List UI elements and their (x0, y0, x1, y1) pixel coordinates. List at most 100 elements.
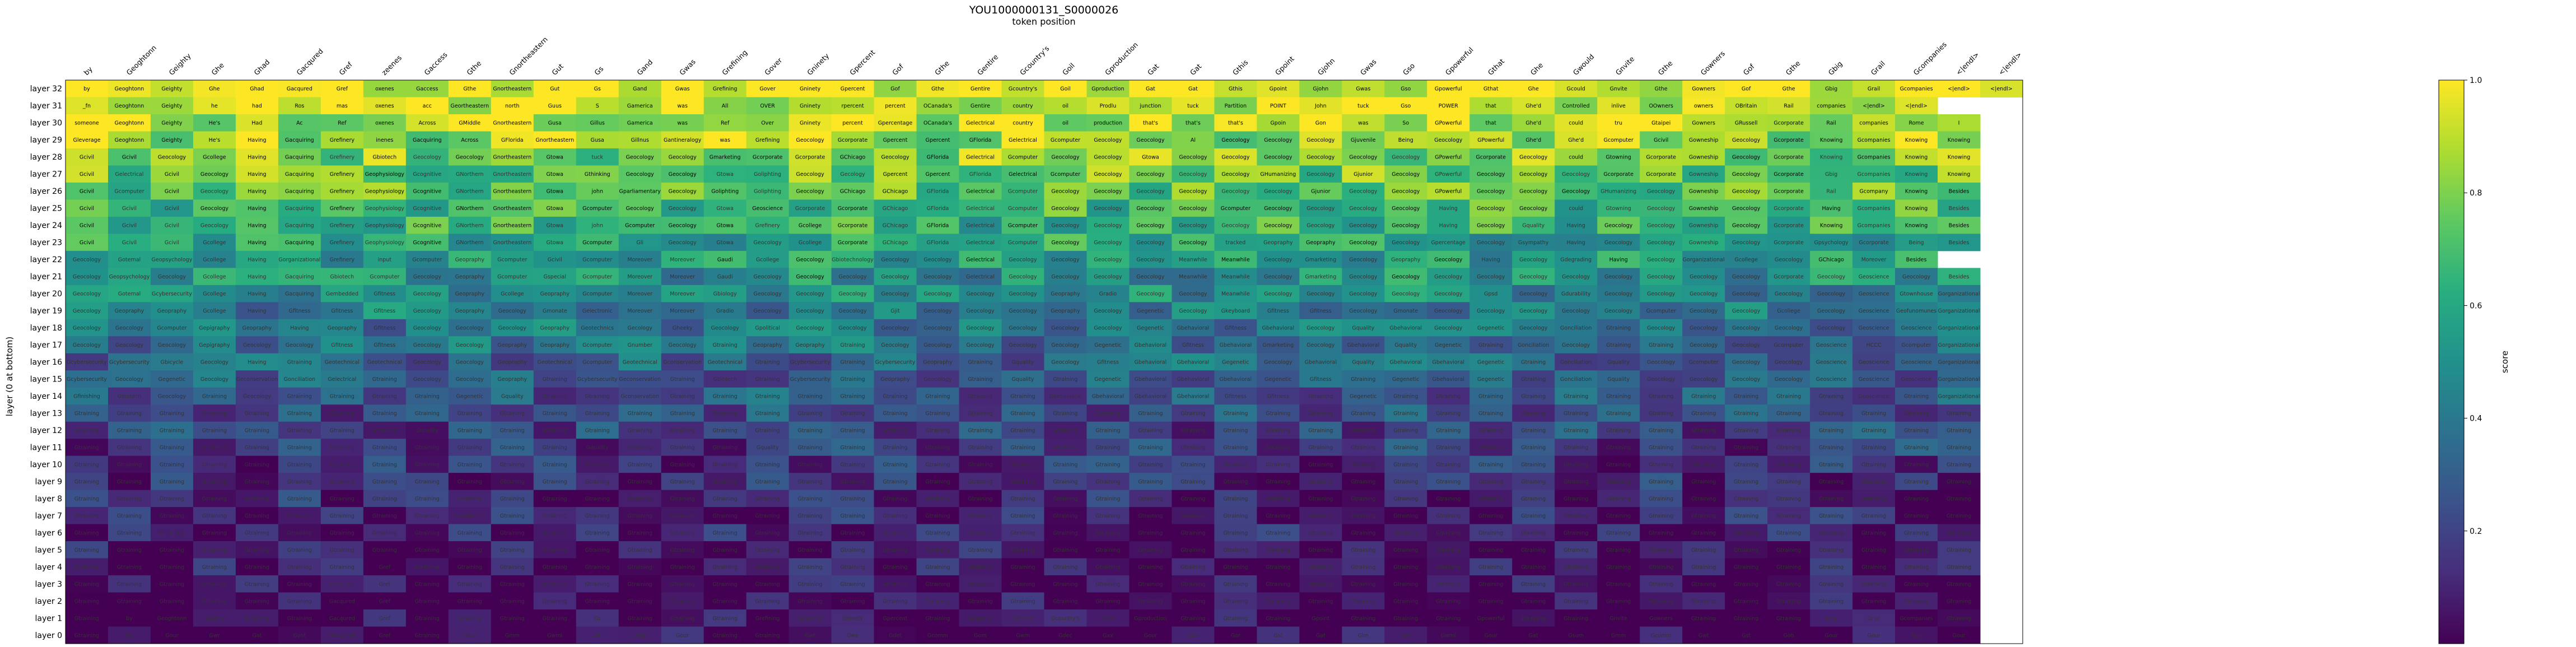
heatmap-cell (491, 250, 534, 268)
cell-label: Gtraining (202, 427, 227, 434)
cell-label: Geocology (1647, 325, 1676, 332)
heatmap-cell (533, 199, 577, 217)
heatmap-cell (1597, 182, 1640, 200)
heatmap-cell (703, 250, 747, 268)
heatmap-cell (1469, 268, 1513, 286)
heatmap-cell (1044, 199, 1087, 217)
cell-label: Besides (1949, 206, 1970, 212)
cell-label: Gtraining (755, 479, 780, 485)
heatmap-cell (1512, 387, 1555, 405)
cell-label: Gtraining (1095, 547, 1120, 553)
cell-label: Being (1909, 240, 1924, 246)
heatmap-cell (1086, 353, 1130, 371)
cell-label: Gsympathy (1518, 240, 1549, 246)
heatmap-cell (1172, 439, 1215, 457)
cell-label: Gtraining (245, 513, 269, 519)
cell-label: Gtraining (798, 427, 823, 434)
cell-label: Gtraining (1478, 564, 1503, 570)
heatmap-cell (1725, 439, 1768, 457)
heatmap-cell (108, 439, 151, 457)
heatmap-cell (1214, 250, 1257, 268)
cell-label: Having (1567, 240, 1585, 246)
heatmap-cell (874, 302, 917, 320)
cell-label: Geocology (1732, 291, 1761, 297)
cell-label: Gtraining (1180, 513, 1205, 519)
colorbar: 0.20.40.60.81.0 score (2438, 76, 2510, 644)
cell-label: Gtraining (74, 598, 99, 604)
heatmap-cell (1767, 302, 1810, 320)
cell-label: Gnortheastern (493, 240, 531, 246)
column-label: Grail (1869, 59, 1887, 77)
cell-label: Having (248, 291, 266, 297)
heatmap-cell (1384, 370, 1427, 388)
cell-label: Geocology (115, 342, 144, 348)
cell-label: Gtraining (1904, 564, 1929, 570)
cell-label: Geopsychology (109, 274, 150, 280)
cell-label: Gtraining (543, 479, 567, 485)
heatmap-cell (1299, 182, 1342, 200)
heatmap-cell (1044, 421, 1087, 439)
heatmap-cell (1555, 182, 1598, 200)
cell-label: Gcomm (1651, 632, 1672, 639)
cell-label: GFlorida (927, 223, 949, 229)
heatmap-cell (150, 285, 194, 302)
heatmap-cell (491, 182, 534, 200)
cell-label: Gst (1273, 632, 1282, 639)
heatmap-cell (874, 285, 917, 302)
cell-label: Geocology (1009, 325, 1037, 332)
cell-label: Geopraphy (455, 257, 485, 263)
cell-label: country (1012, 120, 1033, 127)
cell-label: Gtraining (245, 581, 269, 588)
cell-label: Gtraining (287, 598, 312, 604)
cell-label: Gcomputer (582, 206, 612, 212)
cell-label: Ghe (1528, 86, 1539, 92)
heatmap-cell (1597, 285, 1640, 302)
cell-label: Gtraining (1606, 427, 1631, 434)
heatmap-cell (491, 421, 534, 439)
heatmap-cell (1555, 80, 1598, 97)
cell-label: Gtraining (1691, 393, 1716, 399)
heatmap-cell (150, 353, 194, 371)
column-label: Gnortheastern (507, 35, 549, 77)
cell-label: Gcomm (927, 632, 948, 639)
heatmap-cell (66, 336, 109, 354)
cell-label: Gtraining (1223, 496, 1248, 502)
cell-label: Gtraining (74, 427, 99, 434)
row-label: layer 21 (30, 273, 62, 282)
cell-label: Gcompanies (1858, 206, 1891, 212)
cell-label: Geocology (1519, 155, 1548, 161)
cell-label: Gtraining (1606, 325, 1631, 332)
cell-label: Gtraining (628, 616, 652, 622)
heatmap-cell (1427, 353, 1470, 371)
heatmap-cell (66, 439, 109, 457)
cell-label: Gegenetic (456, 393, 484, 399)
heatmap-cell (1555, 165, 1598, 183)
heatmap-cell (916, 148, 960, 166)
cell-label: Gtraining (117, 445, 142, 451)
heatmap-cell (1384, 165, 1427, 183)
column-label: Geoghtonn (124, 44, 158, 77)
cell-label: Gtraining (1819, 411, 1844, 417)
heatmap-cell (916, 182, 960, 200)
heatmap-cell (618, 268, 662, 286)
cell-label: Gnortheastern (493, 155, 531, 161)
cell-label: Gtraining (1351, 496, 1375, 502)
cell-label: Geopraphy (498, 360, 528, 366)
heatmap-cell (1810, 387, 1853, 405)
column-label: Gpowerful (1444, 45, 1475, 77)
cell-label: Gtraining (543, 376, 567, 383)
cell-label: Gproduction (1091, 86, 1124, 92)
cell-label: Gtraining (543, 393, 567, 399)
cell-label: Gacquiring (285, 189, 314, 195)
heatmap-cell (661, 131, 704, 149)
cell-label: Gelectrical (328, 376, 356, 383)
cell-label: Gso (1401, 103, 1411, 109)
heatmap-cell (1597, 165, 1640, 183)
heatmap-cell (1001, 439, 1044, 457)
heatmap-cell (235, 404, 279, 422)
cell-label: Gacqured (329, 616, 355, 622)
cell-label: Geocology (200, 376, 229, 383)
cell-label: Gour (1868, 632, 1880, 639)
heatmap-cell (1810, 165, 1853, 183)
heatmap-cell (618, 336, 662, 354)
